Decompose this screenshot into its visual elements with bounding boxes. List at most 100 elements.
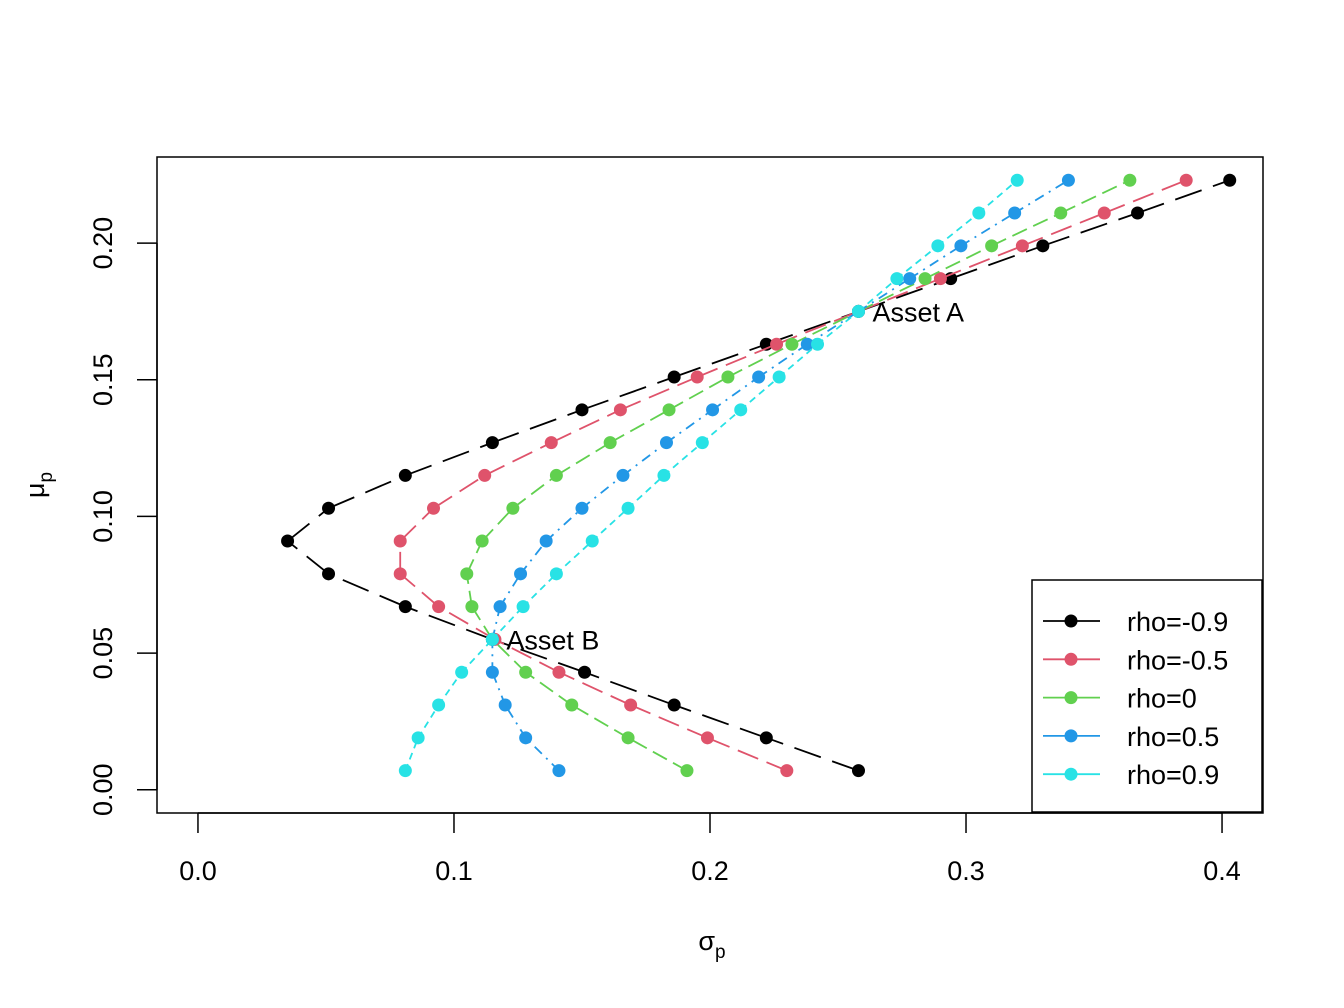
series-line-segment bbox=[663, 441, 703, 477]
series-line-segment bbox=[438, 605, 496, 641]
data-point bbox=[493, 600, 507, 614]
series-line-segment bbox=[519, 540, 547, 575]
y-axis-label: μp bbox=[20, 472, 57, 498]
series-line-segment bbox=[707, 737, 788, 772]
data-point bbox=[516, 600, 530, 614]
data-point bbox=[851, 304, 865, 318]
legend-label: rho=-0.9 bbox=[1127, 607, 1228, 637]
series-line-segment bbox=[581, 474, 624, 509]
data-point bbox=[393, 534, 407, 548]
data-point bbox=[752, 370, 766, 384]
series-line-segment bbox=[494, 638, 560, 674]
series-line-segment bbox=[1060, 179, 1131, 214]
series-line-segment bbox=[896, 245, 939, 280]
data-point bbox=[506, 501, 520, 515]
series-line-segment bbox=[287, 540, 330, 575]
series-line-segment bbox=[924, 245, 993, 280]
series-line-segment bbox=[437, 671, 463, 706]
series-line-segment bbox=[758, 343, 808, 378]
data-point bbox=[1010, 173, 1024, 187]
annotation-asset-b: Asset B bbox=[506, 625, 599, 655]
x-tick-label: 0.2 bbox=[691, 856, 729, 886]
data-point bbox=[918, 272, 932, 286]
data-point bbox=[933, 272, 947, 286]
series-line-segment bbox=[668, 376, 729, 411]
data-point bbox=[657, 468, 671, 482]
series-line-segment bbox=[512, 474, 557, 509]
data-point bbox=[398, 764, 412, 778]
series-line-segment bbox=[727, 343, 793, 378]
data-point bbox=[432, 698, 446, 712]
data-point bbox=[478, 468, 492, 482]
data-point bbox=[519, 665, 533, 679]
data-point bbox=[662, 403, 676, 417]
data-point bbox=[432, 600, 446, 614]
data-point bbox=[485, 665, 499, 679]
series-line-segment bbox=[328, 474, 406, 510]
series-line-segment bbox=[491, 638, 527, 673]
data-point bbox=[455, 665, 469, 679]
series-line-segment bbox=[525, 671, 573, 706]
series-line-segment bbox=[405, 441, 493, 477]
data-point bbox=[465, 600, 479, 614]
data-point bbox=[1123, 173, 1137, 187]
data-point bbox=[659, 436, 673, 450]
data-point bbox=[690, 370, 704, 384]
data-point bbox=[903, 272, 917, 286]
annotation-asset-a: Asset A bbox=[872, 297, 964, 327]
series-line-segment bbox=[665, 409, 714, 444]
series-line-segment bbox=[673, 704, 767, 739]
data-point bbox=[575, 403, 589, 417]
y-tick-label: 0.20 bbox=[88, 217, 118, 270]
series-line-segment bbox=[1042, 212, 1138, 247]
data-point bbox=[621, 501, 635, 515]
data-point bbox=[890, 272, 904, 286]
series-line-segment bbox=[940, 244, 1023, 280]
data-point bbox=[800, 337, 814, 351]
series-line-segment bbox=[492, 408, 583, 444]
series-line-segment bbox=[937, 212, 980, 247]
data-point bbox=[931, 239, 945, 253]
series-line-segment bbox=[857, 277, 898, 313]
series-line-segment bbox=[555, 540, 593, 575]
series-line-segment bbox=[627, 737, 688, 772]
series-line-segment bbox=[484, 441, 552, 477]
series-line-segment bbox=[433, 474, 486, 509]
series-line-segment bbox=[591, 507, 629, 542]
legend-marker bbox=[1064, 729, 1078, 743]
series-line-segment bbox=[405, 605, 493, 641]
series-line-segment bbox=[461, 638, 494, 673]
data-point bbox=[578, 665, 592, 679]
data-point bbox=[706, 403, 720, 417]
series-line-segment bbox=[630, 704, 708, 739]
series-line-segment bbox=[960, 212, 1016, 247]
data-point bbox=[1054, 206, 1068, 220]
data-point bbox=[972, 206, 986, 220]
series-line-segment bbox=[1014, 179, 1069, 214]
data-point bbox=[624, 698, 638, 712]
data-point bbox=[475, 534, 489, 548]
series-line-segment bbox=[492, 638, 585, 674]
series-line-segment bbox=[491, 606, 524, 641]
data-point bbox=[851, 764, 865, 778]
x-tick-label: 0.4 bbox=[1203, 856, 1241, 886]
series-line-segment bbox=[740, 376, 780, 411]
data-point bbox=[616, 468, 630, 482]
data-point bbox=[1036, 239, 1050, 253]
series-line-segment bbox=[399, 507, 435, 542]
data-point bbox=[759, 731, 773, 745]
legend-label: rho=0 bbox=[1127, 684, 1197, 714]
data-point bbox=[780, 764, 794, 778]
data-point bbox=[281, 534, 295, 548]
data-point bbox=[427, 501, 440, 515]
data-point bbox=[680, 764, 694, 778]
data-point bbox=[575, 501, 589, 515]
data-point bbox=[985, 239, 999, 253]
y-tick-label: 0.10 bbox=[88, 490, 118, 543]
data-point bbox=[1223, 173, 1237, 187]
data-point bbox=[398, 468, 412, 482]
series-line-segment bbox=[481, 507, 514, 542]
data-point bbox=[1015, 239, 1029, 253]
x-tick-label: 0.1 bbox=[435, 856, 473, 886]
data-point bbox=[1061, 173, 1075, 187]
